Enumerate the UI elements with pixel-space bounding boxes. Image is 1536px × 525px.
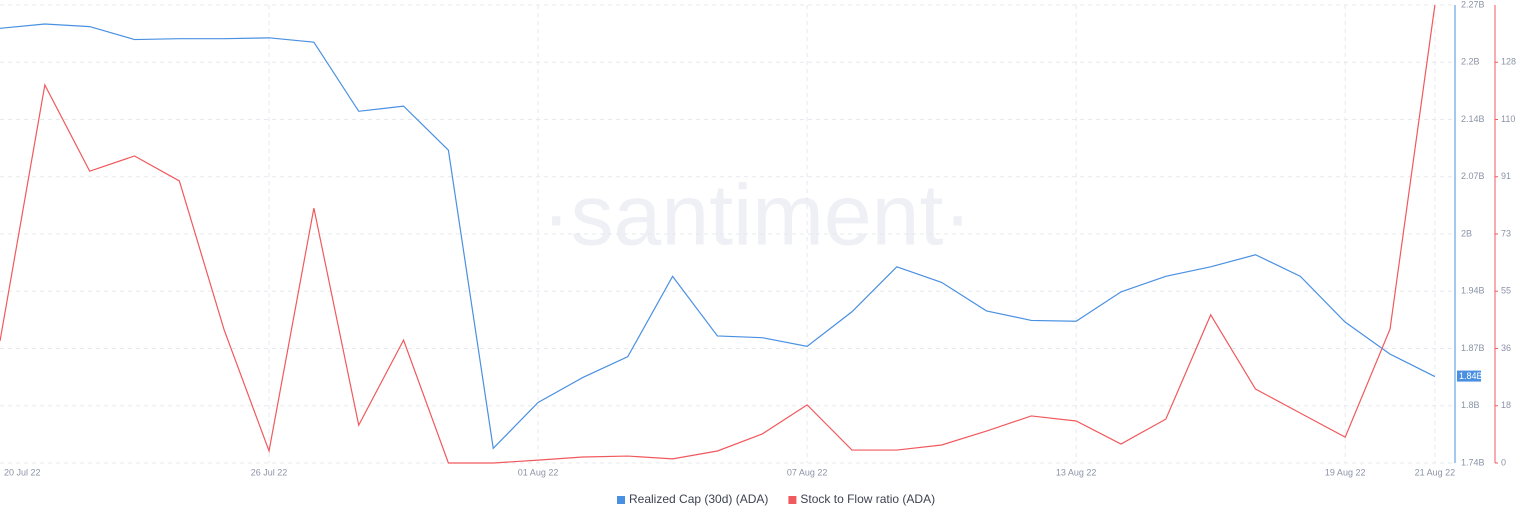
x-tick-label: 21 Aug 22	[1415, 467, 1456, 477]
y2-tick-label: 0	[1501, 457, 1506, 467]
y2-tick-label: 36	[1501, 343, 1511, 353]
y-tick-label: 2.14B	[1461, 114, 1485, 124]
y2-tick-label: 110	[1501, 114, 1515, 124]
legend-swatch	[788, 496, 797, 504]
x-tick-label: 20 Jul 22	[4, 467, 41, 477]
y2-tick-label: 18	[1501, 400, 1511, 410]
y-tick-label: 1.8B	[1461, 400, 1480, 410]
y-tick-label: 1.74B	[1461, 457, 1485, 467]
x-tick-label: 26 Jul 22	[251, 467, 288, 477]
y2-tick-label: 91	[1501, 171, 1511, 181]
x-tick-label: 19 Aug 22	[1325, 467, 1366, 477]
y-tick-label: 2B	[1461, 228, 1472, 238]
y-tick-label: 2.27B	[1461, 0, 1485, 9]
legend-swatch	[617, 496, 625, 504]
y-tick-label: 2.07B	[1461, 171, 1485, 181]
y2-tick-label: 128	[1501, 57, 1516, 67]
value-label-box	[1457, 370, 1481, 382]
y-tick-label: 2.2B	[1461, 57, 1480, 67]
legend-label: Stock to Flow ratio (ADA)	[800, 492, 935, 506]
y2-tick-label: 73	[1501, 228, 1511, 238]
y-tick-label: 1.87B	[1461, 343, 1485, 353]
x-tick-label: 07 Aug 22	[787, 467, 828, 477]
value-label: 1.84B	[1459, 371, 1483, 381]
watermark: ·santiment·	[542, 168, 972, 264]
legend-label: Realized Cap (30d) (ADA)	[629, 492, 768, 506]
series-line	[0, 4, 1436, 464]
x-tick-label: 01 Aug 22	[518, 467, 559, 477]
series-line	[0, 23, 1436, 450]
y-tick-label: 1.94B	[1461, 286, 1485, 296]
x-tick-label: 13 Aug 22	[1056, 467, 1097, 477]
y2-tick-label: 55	[1501, 286, 1511, 296]
